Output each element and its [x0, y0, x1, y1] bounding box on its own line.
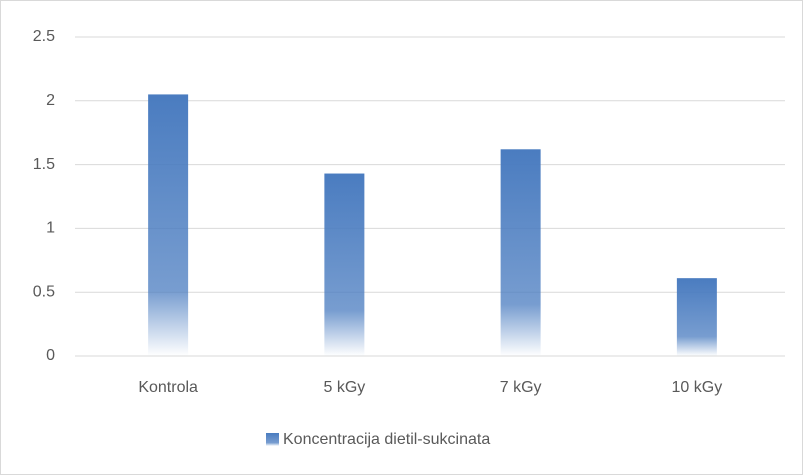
x-tick-label: Kontrola [138, 379, 198, 396]
legend-swatch [266, 433, 279, 446]
bar [148, 94, 189, 357]
bar [676, 278, 717, 356]
y-tick-label: 2.5 [33, 28, 55, 45]
x-tick-label: 7 kGy [500, 379, 542, 396]
y-tick-label: 1.5 [33, 156, 55, 173]
bar [324, 173, 365, 356]
legend-label: Koncentracija dietil-sukcinata [283, 431, 490, 448]
x-tick-label: 5 kGy [323, 379, 365, 396]
x-tick-label: 10 kGy [672, 379, 723, 396]
bar [500, 149, 541, 356]
y-tick-label: 1 [46, 220, 55, 237]
y-tick-label: 0.5 [33, 283, 55, 300]
y-tick-label: 0 [46, 347, 55, 364]
legend: Koncentracija dietil-sukcinata [266, 431, 490, 448]
y-tick-label: 2 [46, 92, 55, 109]
